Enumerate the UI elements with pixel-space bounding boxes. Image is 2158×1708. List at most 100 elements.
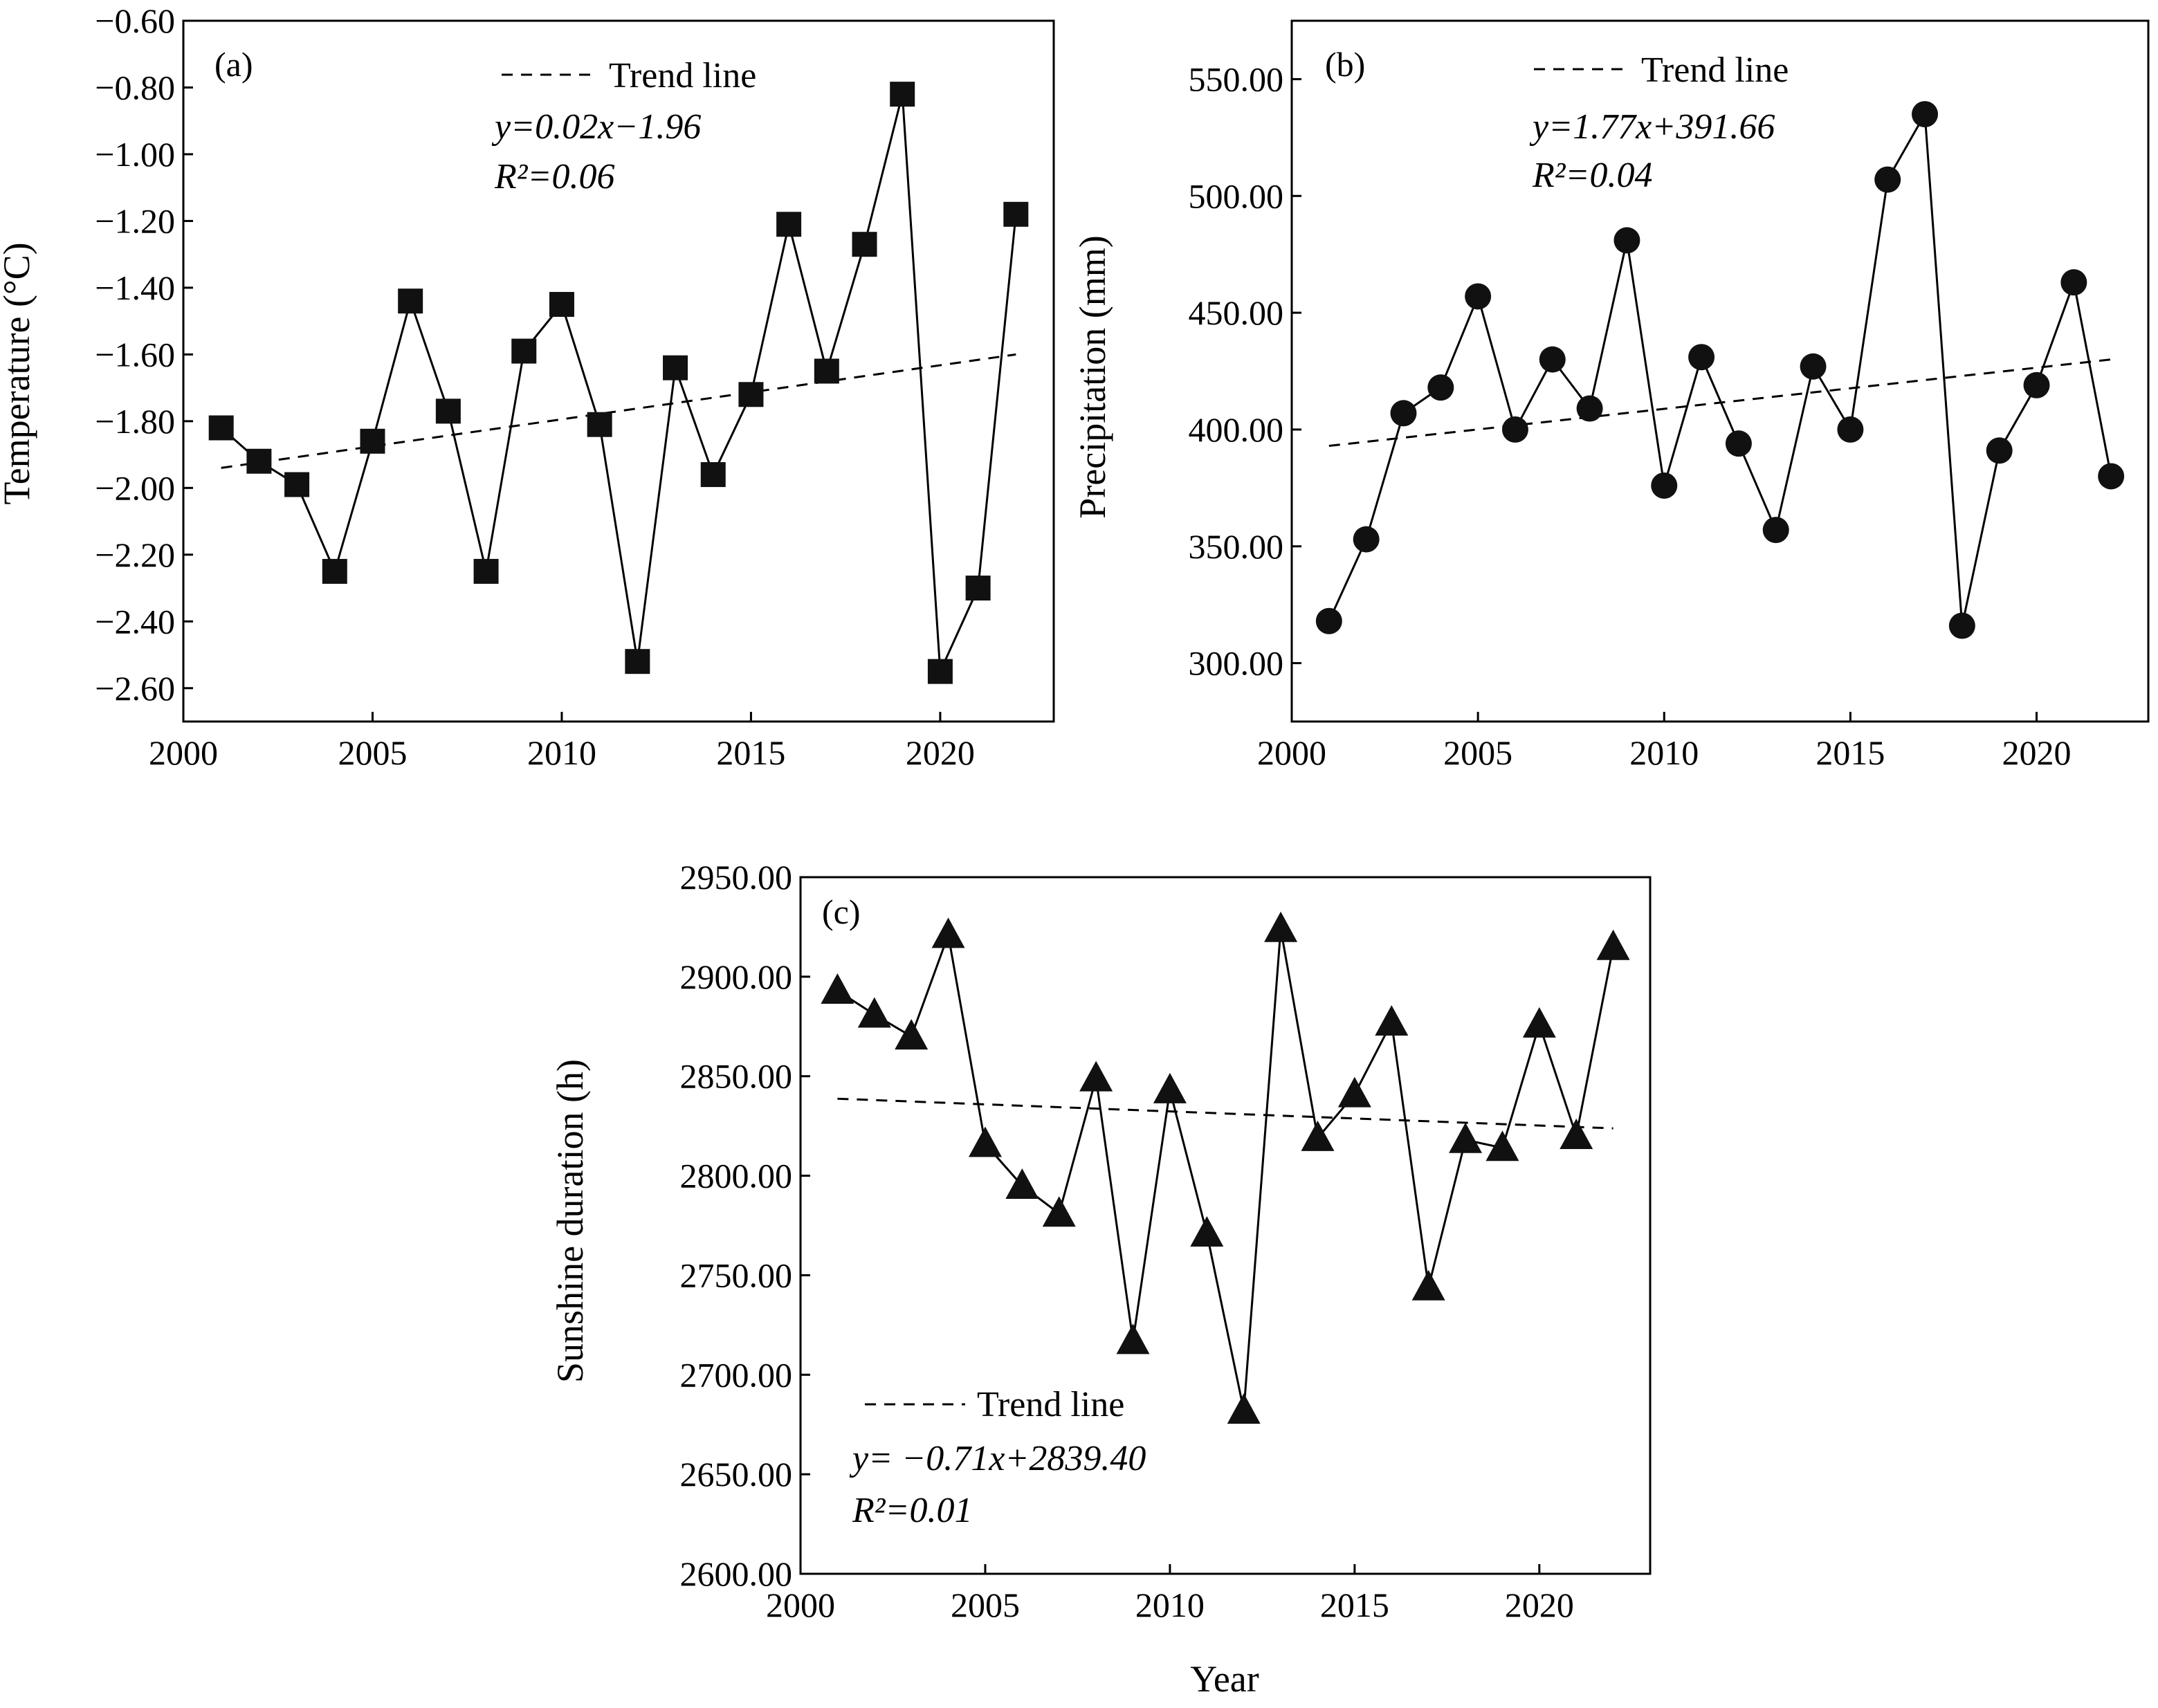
legend-trend-label-b: Trend line bbox=[1641, 50, 1789, 90]
y-tick-label-b: 450.00 bbox=[1189, 293, 1284, 332]
data-point-b bbox=[1539, 346, 1566, 373]
legend-trend-label-c: Trend line bbox=[977, 1385, 1124, 1424]
data-point-c bbox=[1522, 1007, 1556, 1038]
y-tick-label-a: −1.40 bbox=[95, 268, 175, 307]
legend-b: Trend line y=1.77x+391.66 R²=0.04 bbox=[1529, 50, 1789, 195]
data-point-a bbox=[927, 659, 953, 684]
data-point-b bbox=[1651, 472, 1678, 499]
x-axis-label-c: Year bbox=[1190, 1658, 1259, 1700]
x-tick-label-c: 2010 bbox=[1135, 1586, 1205, 1624]
data-point-a bbox=[435, 398, 461, 424]
data-point-a bbox=[246, 448, 272, 474]
data-point-c bbox=[968, 1126, 1002, 1157]
data-point-a bbox=[511, 338, 537, 364]
x-tick-label-b: 2015 bbox=[1816, 733, 1885, 772]
series-line-a bbox=[220, 93, 1017, 672]
y-tick-label-b: 550.00 bbox=[1189, 59, 1284, 98]
y-tick-label-a: −2.20 bbox=[95, 535, 175, 574]
data-point-a bbox=[398, 288, 423, 314]
plot-frame-a bbox=[182, 19, 1055, 723]
data-point-a bbox=[890, 82, 915, 107]
legend-c: Trend line y= −0.71x+2839.40 R²=0.01 bbox=[849, 1385, 1146, 1530]
panel-label-c: (c) bbox=[822, 892, 861, 931]
panel-b-precipitation: (b) Precipitation (mm) Trend line y=1.77… bbox=[1072, 19, 2150, 772]
equation-b: y=1.77x+391.66 bbox=[1529, 107, 1775, 147]
r-squared-a: R²=0.06 bbox=[494, 157, 614, 196]
y-tick-label-a: −1.60 bbox=[95, 335, 175, 374]
y-tick-label-a: −0.60 bbox=[95, 1, 175, 40]
data-point-b bbox=[1688, 344, 1715, 371]
panel-c-sunshine: (c) Sunshine duration (h) Year Trend lin… bbox=[549, 858, 1652, 1700]
data-point-a bbox=[360, 428, 385, 454]
legend-a: Trend line y=0.02x−1.96 R²=0.06 bbox=[491, 56, 756, 196]
y-tick-label-a: −1.20 bbox=[95, 201, 175, 240]
y-tick-label-a: −2.00 bbox=[95, 468, 175, 507]
data-point-a bbox=[738, 382, 764, 407]
series-line-c bbox=[836, 928, 1615, 1411]
y-tick-label-a: −2.60 bbox=[95, 669, 175, 708]
panel-label-b: (b) bbox=[1325, 45, 1365, 84]
data-point-b bbox=[1465, 283, 1492, 310]
data-point-b bbox=[1948, 612, 1975, 639]
data-point-b bbox=[1874, 166, 1901, 193]
data-point-b bbox=[2023, 371, 2050, 398]
data-point-b bbox=[1725, 430, 1752, 457]
data-point-a bbox=[473, 558, 499, 584]
y-tick-label-c: 2600.00 bbox=[680, 1554, 793, 1593]
data-point-b bbox=[1613, 227, 1640, 254]
data-point-c bbox=[857, 997, 891, 1028]
legend-trend-label-a: Trend line bbox=[609, 56, 756, 95]
data-point-a bbox=[284, 472, 310, 497]
data-point-b bbox=[1501, 416, 1528, 443]
data-point-c bbox=[1005, 1168, 1039, 1199]
y-tick-label-a: −2.40 bbox=[95, 602, 175, 641]
data-point-a bbox=[814, 358, 839, 384]
data-point-b bbox=[1576, 395, 1603, 422]
data-point-a bbox=[663, 355, 688, 380]
data-point-c bbox=[1560, 1119, 1593, 1150]
y-tick-label-a: −1.80 bbox=[95, 402, 175, 441]
data-point-c bbox=[895, 1019, 929, 1050]
y-axis-label-a: Temperature (°C) bbox=[0, 242, 37, 504]
x-tick-label-b: 2000 bbox=[1257, 733, 1326, 772]
data-point-c bbox=[1116, 1323, 1150, 1355]
x-tick-label-c: 2005 bbox=[951, 1586, 1020, 1624]
data-point-c bbox=[931, 917, 965, 948]
y-tick-label-a: −0.80 bbox=[95, 68, 175, 107]
data-point-c bbox=[821, 973, 854, 1004]
data-point-a bbox=[587, 412, 612, 437]
y-tick-label-b: 400.00 bbox=[1189, 410, 1284, 449]
x-tick-label-c: 2000 bbox=[766, 1586, 835, 1624]
plot-frame-c bbox=[799, 876, 1652, 1575]
data-point-c bbox=[1190, 1216, 1224, 1247]
equation-a: y=0.02x−1.96 bbox=[491, 107, 701, 147]
y-tick-label-b: 500.00 bbox=[1189, 176, 1284, 215]
y-tick-label-c: 2650.00 bbox=[680, 1455, 793, 1494]
data-point-c bbox=[1301, 1120, 1335, 1151]
panel-a-temperature: (a) Temperature (°C) Trend line y=0.02x−… bbox=[0, 1, 1055, 772]
data-point-c bbox=[1079, 1060, 1113, 1092]
x-tick-label-c: 2020 bbox=[1505, 1586, 1574, 1624]
data-point-a bbox=[1003, 201, 1029, 227]
x-tick-label-a: 2005 bbox=[338, 733, 407, 772]
data-point-a bbox=[322, 558, 347, 584]
y-axis-label-b: Precipitation (mm) bbox=[1072, 235, 1113, 518]
data-point-a bbox=[549, 292, 574, 318]
data-point-b bbox=[1762, 517, 1789, 544]
trend-line-c bbox=[837, 1097, 1613, 1130]
data-point-b bbox=[2060, 269, 2087, 296]
data-point-b bbox=[1390, 400, 1417, 427]
y-tick-label-c: 2900.00 bbox=[680, 957, 793, 996]
r-squared-b: R²=0.04 bbox=[1532, 156, 1652, 195]
series-line-b bbox=[1328, 111, 2112, 626]
data-point-b bbox=[1837, 416, 1864, 443]
data-point-c bbox=[1042, 1196, 1076, 1227]
x-tick-label-b: 2020 bbox=[2002, 733, 2072, 772]
y-tick-label-b: 300.00 bbox=[1189, 644, 1284, 683]
y-tick-label-c: 2800.00 bbox=[680, 1157, 793, 1195]
data-point-c bbox=[1153, 1072, 1187, 1103]
data-point-c bbox=[1337, 1076, 1371, 1108]
r-squared-c: R²=0.01 bbox=[852, 1491, 972, 1530]
y-tick-label-b: 350.00 bbox=[1189, 527, 1284, 566]
